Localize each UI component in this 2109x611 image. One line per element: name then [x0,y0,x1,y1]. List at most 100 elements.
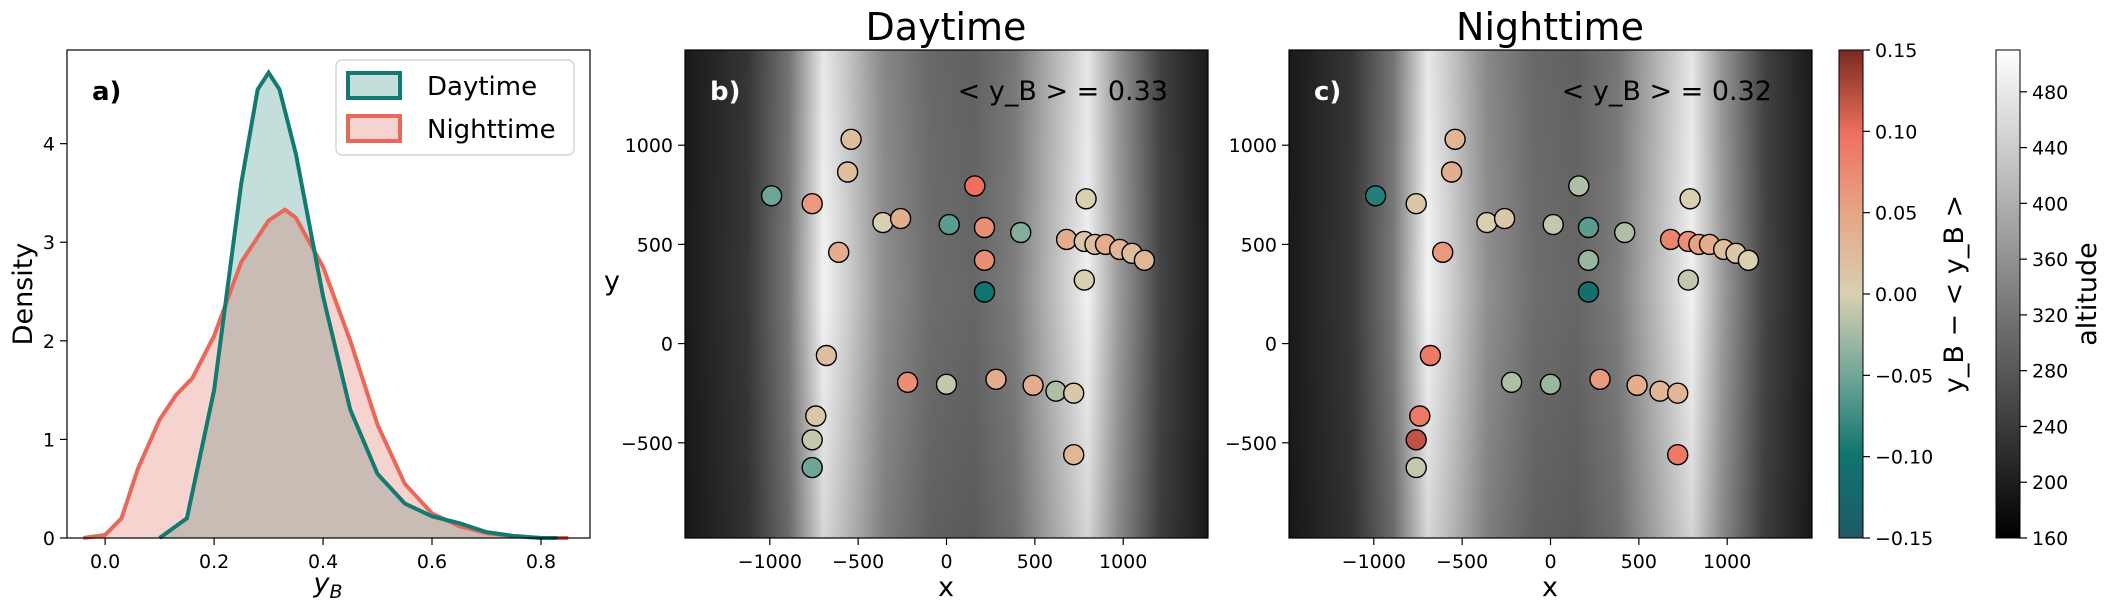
panel-a-xtick-label: 0.6 [417,551,447,573]
panel-c-station-marker [1613,221,1636,244]
panel-c-station-marker [1649,380,1671,402]
panel-b-ylabel: y [604,266,620,297]
colorbar-altitude-tick-label: 480 [2032,82,2068,104]
panel-a-density: a) 0.0 0.2 0.4 0.6 0.8 0 1 2 3 4 yB Density Dayt… [8,49,591,603]
panel-a-xlabel: yB [312,568,342,603]
legend-swatch-daytime [346,71,402,100]
panel-b-station-marker [1022,374,1044,396]
panel-b-annotation: < y_B > = 0.33 [958,76,1168,107]
panel-c-station-marker [1444,128,1466,151]
panel-c-xlabel: x [1542,572,1558,603]
panel-b-label: b) [710,77,741,107]
panel-a-ylabel: Density [8,243,39,346]
panel-a-ytick-label: 2 [43,331,55,353]
colorbar-altitude-tick-label: 360 [2032,249,2068,271]
panel-b-ytick-label: 500 [637,234,673,256]
panel-b-daytime-map: Daytime b) < y_B > = 0.33 −1000 −500 0 500 1… [604,5,1209,603]
colorbar-altitude-tick-label: 200 [2032,472,2068,494]
panel-a-xtick-label: 0.8 [526,551,556,573]
panel-b-station-marker [1062,382,1085,404]
panel-c-ytick-label: 0 [1265,334,1277,356]
colorbar-difference-tick-label: −0.05 [1875,365,1933,387]
colorbar-altitude-tick-label: 160 [2032,528,2068,550]
panel-b-station-marker [1055,228,1078,251]
panel-b-xtick-label: 0 [940,551,952,573]
colorbar-difference-bar [1838,49,1864,539]
panel-b-terrain-shade [685,50,1208,538]
panel-a-frame [66,49,591,539]
panel-c-station-marker [1539,373,1562,395]
panel-c-station-marker [1405,456,1427,479]
colorbar-altitude-label: altitude [2072,242,2103,346]
panel-c-xtick-label: 1000 [1703,551,1751,573]
panel-b-station-marker [973,281,996,303]
panel-a-ytick-label: 4 [43,134,55,156]
panel-a-ytick-label: 1 [43,429,55,451]
panel-b-station-marker [815,344,838,367]
colorbar-difference-tick-label: 0.05 [1875,203,1917,225]
panel-b-xtick-label: −1000 [738,551,802,573]
panel-b-station-marker [964,175,986,197]
panel-c-station-marker [1419,344,1442,367]
panel-b-station-marker [1045,380,1067,402]
panel-b-station-marker [805,405,827,427]
panel-b-station-marker [836,161,859,183]
panel-c-station-marker [1431,241,1454,264]
colorbar-altitude-tick-label: 240 [2032,416,2068,438]
panel-c-station-marker [1476,211,1498,234]
panel-c-station-marker [1364,185,1387,207]
panel-b-station-marker [872,211,894,234]
density-overlap-fill [159,209,558,538]
panel-c-station-marker [1542,213,1564,236]
panel-b-station-marker [1073,269,1096,291]
panel-c-station-marker [1666,444,1689,466]
panel-b-ytick-label: −500 [621,433,673,455]
panel-b-station-marker [896,371,919,393]
colorbar-altitude-tick-label: 440 [2032,138,2068,160]
panel-c-station-marker [1409,405,1431,427]
legend: Daytime Nighttime [335,59,575,156]
panel-b-station-marker [1010,221,1032,244]
panel-b-station-marker [801,456,823,479]
panel-b-station-marker [985,368,1007,390]
panel-c-station-marker [1737,249,1760,271]
panel-c-annotation: < y_B > = 0.32 [1562,76,1772,107]
panel-c-station-marker [1405,192,1427,215]
panel-b-station-marker [840,128,862,151]
panel-c-terrain-shade [1289,50,1812,538]
panel-c-ytick-label: 1000 [1229,135,1277,157]
panel-b-station-marker [973,249,996,271]
colorbar-difference-tick-label: 0.10 [1875,121,1917,143]
panel-c-label: c) [1314,77,1341,107]
colorbar-altitude: 160 200 240 280 320 360 400 440 480 altitude [1995,49,2103,550]
colorbar-difference-tick-label: −0.10 [1875,447,1933,469]
colorbar-difference-tick-label: −0.15 [1875,528,1933,550]
panel-a-xtick-label: 0.4 [308,551,338,573]
panel-b-station-marker [1075,188,1097,210]
panel-c-station-marker [1626,374,1648,396]
panel-c-station-marker [1677,269,1700,291]
panel-b-station-marker [760,185,783,207]
colorbar-difference-tick-label: 0.00 [1875,284,1917,306]
panel-c-station-marker [1405,429,1427,451]
panel-c-station-marker [1659,228,1682,251]
colorbar-difference-tick-label: 0.15 [1875,40,1917,62]
panel-b-station-marker [973,216,996,239]
colorbar-difference-label: y_B − < y_B > [1939,195,1970,393]
panel-c-station-marker [1493,207,1516,230]
panel-b-station-marker [828,241,850,264]
panel-b-station-marker [1133,249,1156,271]
panel-c-ytick-label: −500 [1225,433,1277,455]
legend-swatch-nighttime [346,114,402,143]
panel-c-station-marker [1500,371,1523,393]
colorbar-altitude-tick-label: 320 [2032,305,2068,327]
panel-a-label: a) [92,77,121,107]
colorbar-altitude-tick-label: 400 [2032,193,2068,215]
panel-c-station-marker [1577,216,1600,239]
panel-c-xtick-label: −500 [1436,551,1488,573]
panel-c-station-marker [1679,188,1701,210]
colorbar-difference: −0.15 −0.10 −0.05 0.00 0.05 0.10 0.15 y_B − < … [1838,40,1970,550]
panel-c-title: Nighttime [1456,5,1644,49]
legend-label-daytime: Daytime [427,72,537,102]
